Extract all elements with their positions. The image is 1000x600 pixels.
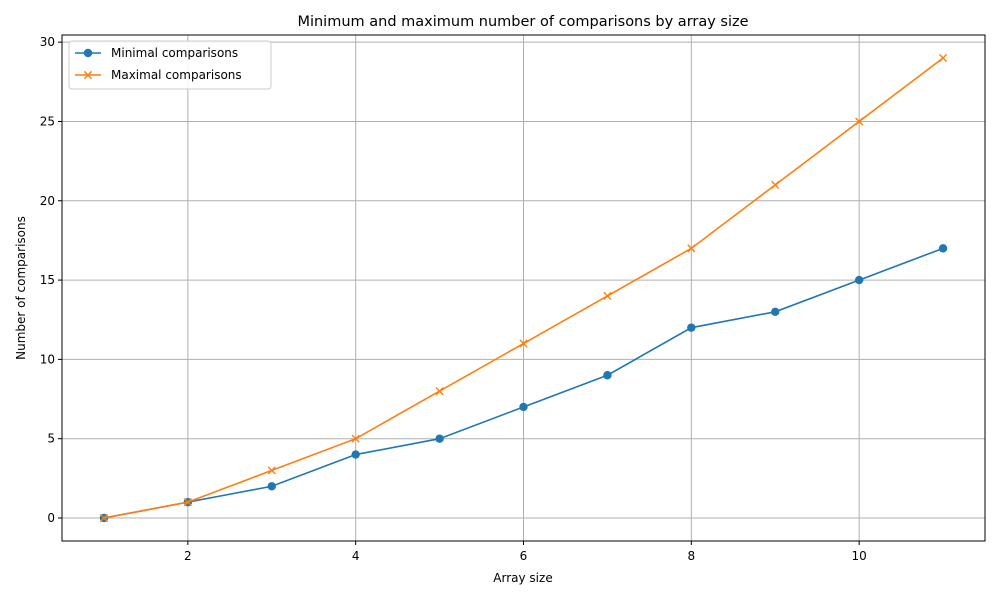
- data-point: [938, 53, 948, 63]
- data-point: [183, 498, 192, 507]
- y-axis-label: Number of comparisons: [14, 216, 28, 360]
- legend-marker: [83, 48, 93, 58]
- data-point: [435, 387, 444, 396]
- data-point: [435, 434, 444, 443]
- x-tick-label: 2: [184, 549, 192, 563]
- legend-item: Maximal comparisons: [75, 68, 242, 82]
- legend-label: Maximal comparisons: [111, 68, 242, 82]
- x-tick-label: 10: [851, 549, 866, 563]
- legend-marker: [83, 70, 93, 80]
- data-point: [938, 244, 948, 253]
- series-maximal: [99, 53, 948, 523]
- x-axis-label: Array size: [493, 571, 552, 585]
- legend-box: [68, 40, 272, 90]
- y-tick-label: 30: [40, 35, 55, 49]
- legend-label: Minimal comparisons: [111, 46, 238, 60]
- legend: Minimal comparisons Maximal comparisons: [68, 40, 272, 90]
- data-point: [771, 180, 780, 189]
- data-point: [267, 466, 276, 475]
- y-tick-label: 5: [47, 432, 55, 446]
- data-point: [519, 402, 528, 412]
- y-tick-label: 15: [40, 273, 55, 287]
- data-point: [854, 275, 864, 285]
- grid-lines: [62, 35, 985, 541]
- data-point: [351, 450, 360, 459]
- series-layer: [99, 53, 948, 523]
- y-axis-ticks: 0 5 10 15 20 25 30: [40, 35, 62, 525]
- data-point: [687, 323, 696, 332]
- data-point: [855, 117, 864, 126]
- data-point: [771, 307, 780, 316]
- x-axis-ticks: 2 4 6 8 10: [184, 541, 867, 563]
- x-tick-label: 6: [520, 549, 528, 563]
- data-point: [267, 482, 276, 491]
- chart-title: Minimum and maximum number of comparison…: [297, 14, 748, 30]
- data-point: [519, 339, 528, 348]
- x-tick-label: 8: [687, 549, 695, 563]
- data-point: [687, 244, 696, 253]
- y-tick-label: 20: [40, 194, 55, 208]
- data-point: [351, 434, 360, 443]
- data-point: [603, 371, 612, 380]
- x-tick-label: 4: [352, 549, 360, 563]
- y-tick-label: 0: [47, 511, 55, 525]
- data-point: [603, 291, 612, 301]
- data-point: [99, 513, 109, 523]
- y-tick-label: 25: [40, 114, 55, 128]
- y-tick-label: 10: [40, 352, 55, 366]
- legend-item: Minimal comparisons: [75, 46, 238, 60]
